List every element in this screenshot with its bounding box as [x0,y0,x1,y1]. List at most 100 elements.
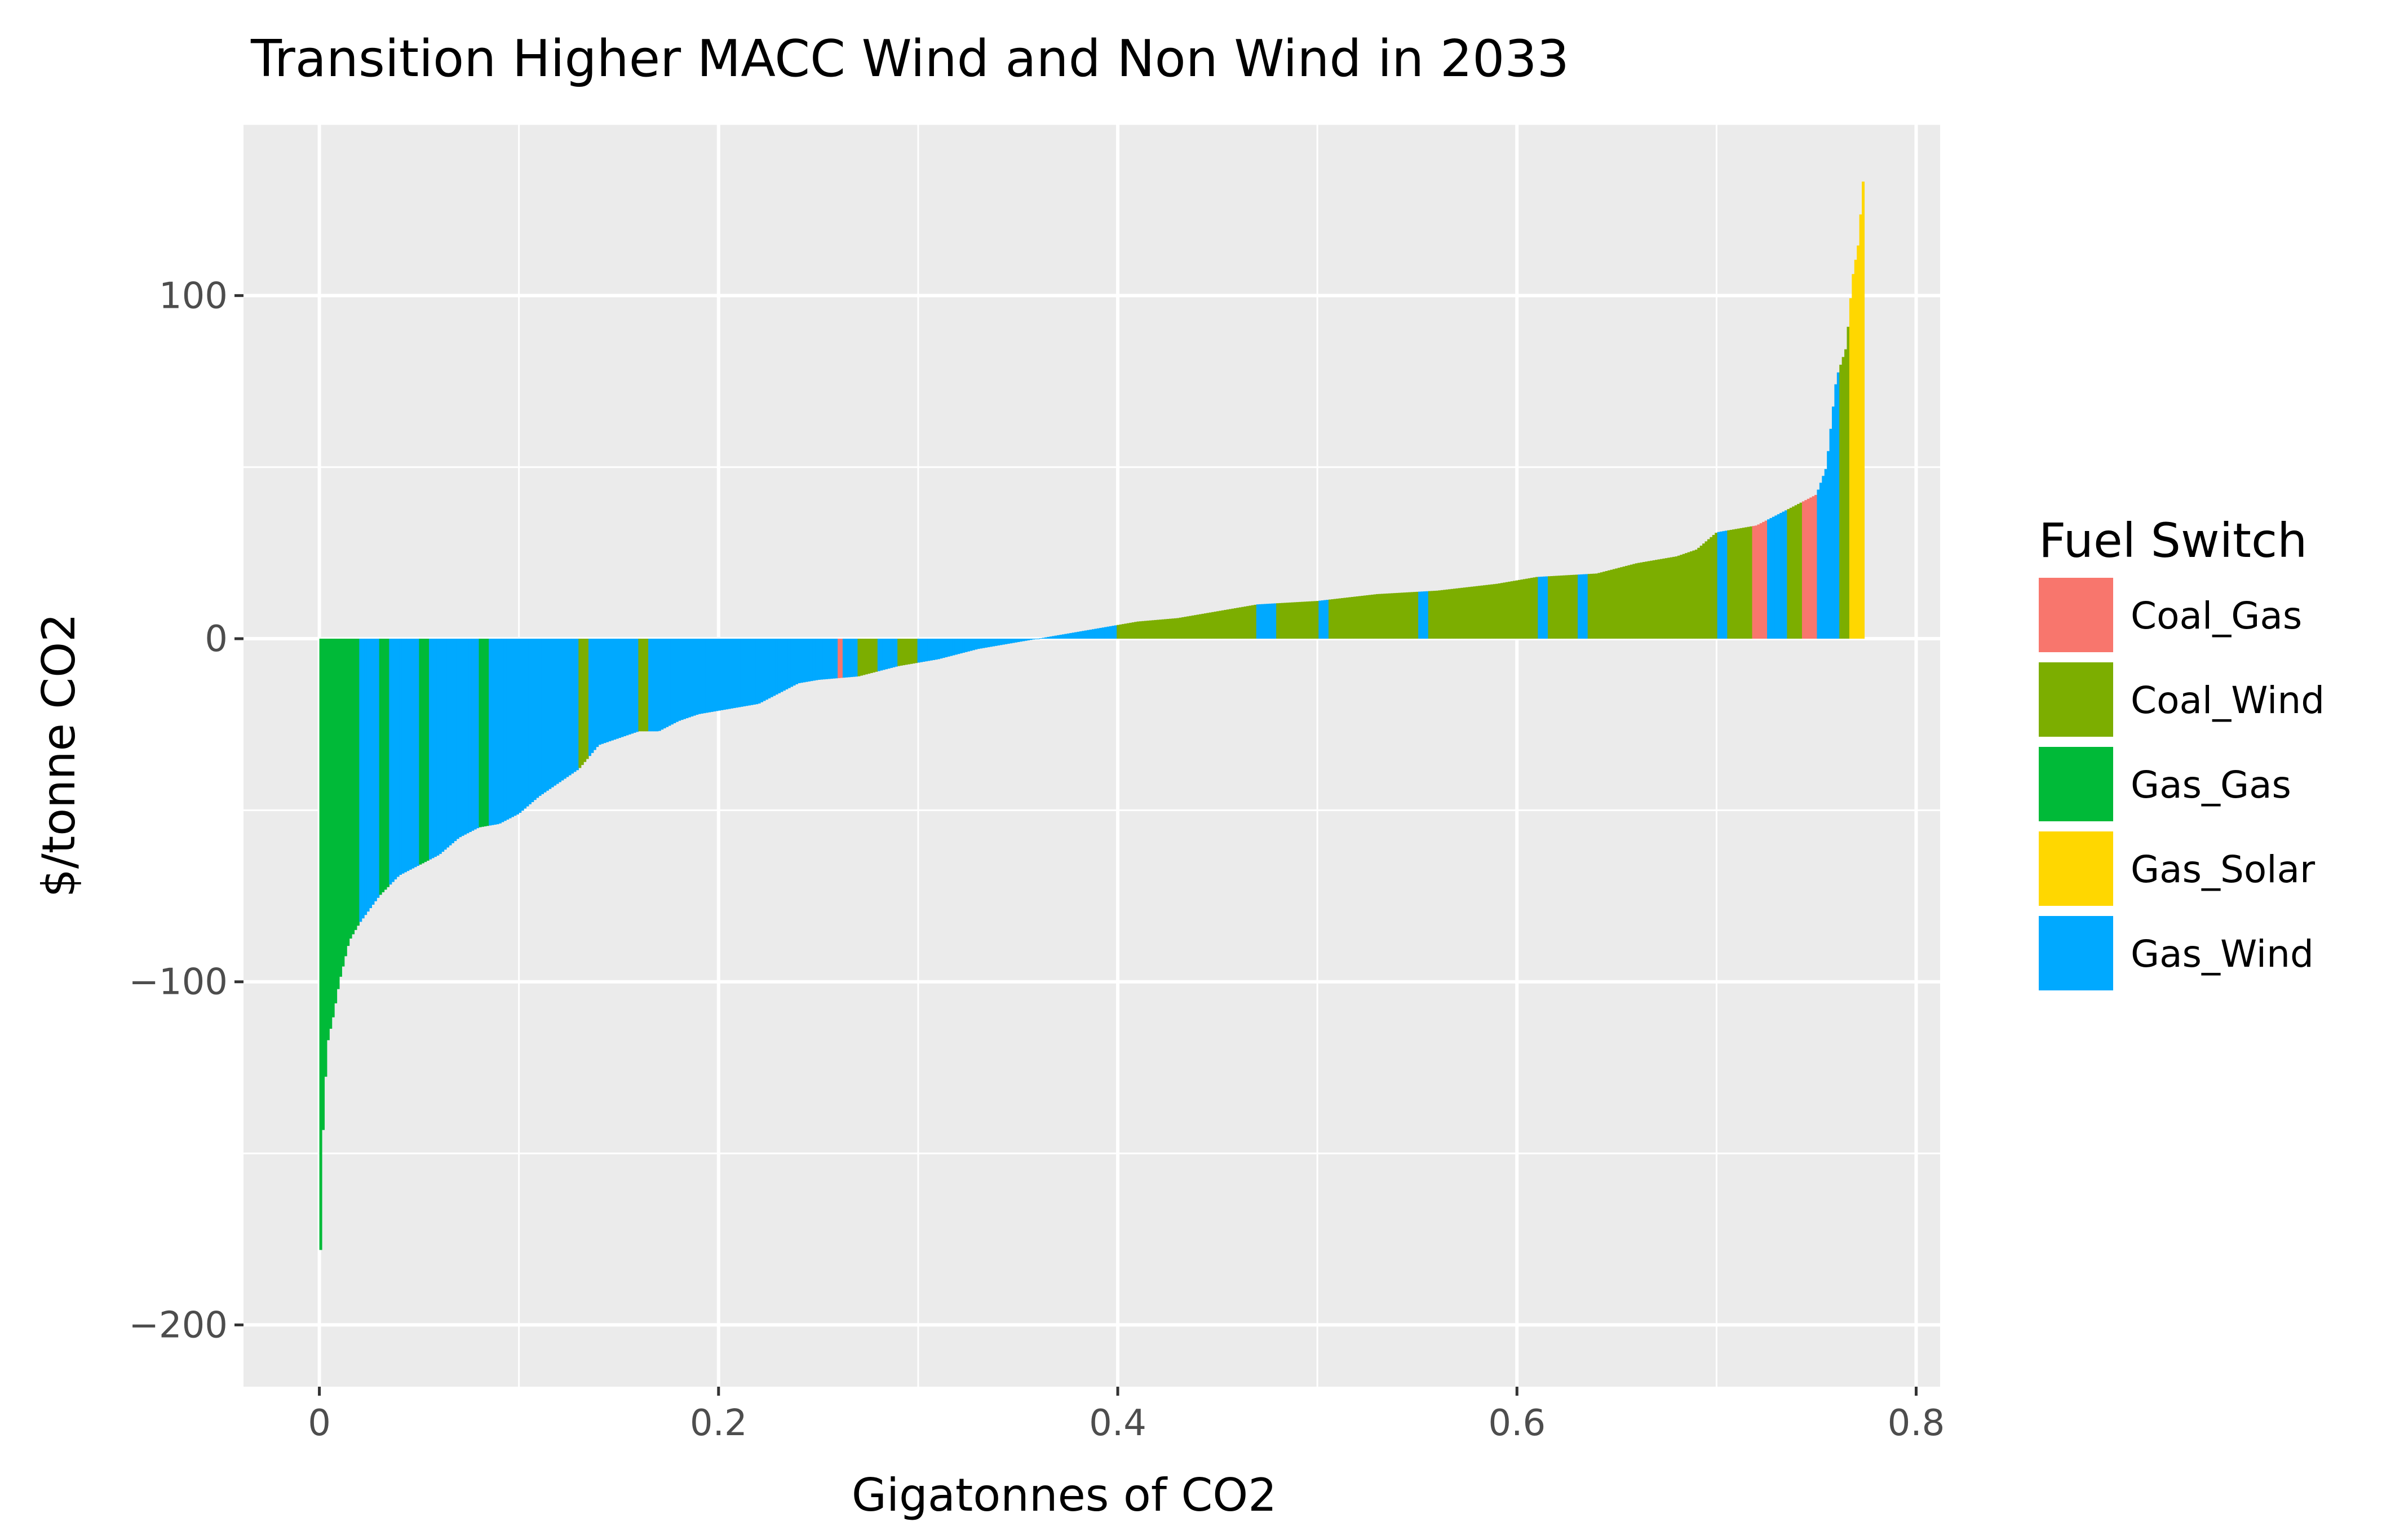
bar-gas-wind [451,639,454,843]
legend-title: Fuel Switch [2039,513,2307,568]
bar-gas-wind [1019,639,1022,642]
bar-gas-wind [623,639,626,737]
bar-gas-gas [334,639,338,1003]
bar-gas-wind [932,639,936,660]
x-axis-title: Gigatonnes of CO2 [852,1469,1277,1521]
bar-coal-wind [1448,589,1451,639]
bar-gas-wind [1266,604,1269,639]
bar-coal-wind [1254,604,1257,639]
bar-gas-wind [755,639,759,705]
bar-gas-wind [605,639,609,742]
bar-gas-wind [666,639,669,727]
bar-coal-wind [1154,619,1157,639]
bar-gas-wind [817,639,821,680]
bar-gas-wind [1039,638,1043,639]
bar-coal-wind [1144,621,1147,639]
bar-gas-wind [780,639,783,692]
bar-gas-wind [650,639,654,732]
bar-coal-wind [1667,557,1671,639]
bar-gas-gas [347,639,350,946]
bar-coal-wind [1662,558,1666,639]
bar-gas-wind [571,639,574,774]
bar-coal-wind [1351,597,1354,639]
bar-gas-wind [494,639,497,825]
bar-coal-wind [1680,555,1683,639]
grid-minor [244,123,1940,1387]
bar-coal-wind [1675,556,1678,639]
bar-gas-gas [337,639,340,989]
bar-coal-wind [1560,575,1564,639]
bar-coal-gas [1754,525,1757,639]
bar-gas-wind [433,639,437,857]
bar-coal-wind [1600,572,1603,639]
bar-coal-gas [840,639,843,678]
bar-coal-wind [1547,576,1551,639]
bar-gas-wind [473,639,477,830]
legend-swatch-gas-solar [2039,831,2113,906]
bar-coal-wind [1396,592,1399,639]
bar-coal-wind [1294,602,1297,639]
bar-gas-wind [827,639,831,679]
bar-coal-wind [1747,526,1750,639]
legend-label: Coal_Wind [2131,679,2325,722]
bar-coal-wind [1431,591,1434,639]
bar-gas-wind [436,639,440,856]
bar-coal-wind [1398,592,1401,639]
bar-gas-wind [994,639,998,646]
bar-coal-wind [1737,528,1740,639]
bar-coal-wind [1525,578,1529,639]
bar-gas-wind [895,639,898,667]
bar-coal-wind [1460,587,1464,639]
bar-gas-wind [743,639,746,707]
bar-gas-gas [426,639,430,861]
bar-coal-wind [1453,588,1456,639]
bar-coal-wind [1794,505,1798,639]
bar-gas-wind [1256,604,1259,639]
bar-coal-wind [1221,610,1224,639]
bar-gas-solar [1854,259,1857,639]
bar-gas-wind [945,639,948,657]
bar-coal-wind [1707,539,1710,639]
bar-coal-wind [1562,575,1566,639]
bar-coal-wind [640,639,644,732]
bar-gas-wind [521,639,524,811]
bar-gas-wind [519,639,522,813]
x-tick-label: 0.2 [690,1402,747,1444]
bar-coal-wind [1847,326,1850,639]
bar-coal-wind [1356,596,1359,639]
bar-coal-wind [1727,530,1730,639]
bar-gas-gas [324,639,327,1077]
bar-gas-wind [808,639,811,682]
bar-coal-wind [1480,585,1484,639]
bar-coal-wind [1587,574,1591,639]
bar-gas-wind [880,639,883,671]
bar-coal-wind [1535,577,1538,639]
bar-coal-wind [1640,562,1643,639]
bar-gas-wind [506,639,510,820]
y-axis: −200 −100 0 100 [129,275,244,1346]
bar-coal-wind [638,639,641,732]
bar-gas-wind [685,639,689,719]
bar-gas-wind [980,639,983,649]
bar-coal-wind [1388,593,1392,639]
bar-coal-wind [1475,586,1478,639]
bar-gas-wind [618,639,622,738]
bar-gas-wind [1066,633,1070,639]
legend-swatch-coal-wind [2039,662,2113,737]
bar-gas-wind [1042,638,1045,639]
bar-gas-wind [693,639,696,716]
bar-gas-wind [563,639,566,779]
bar-gas-wind [700,639,703,714]
bar-coal-gas [838,639,841,678]
bar-coal-wind [1149,620,1152,639]
bar-gas-wind [556,639,559,784]
bar-gas-wind [463,639,467,835]
bar-coal-wind [1508,581,1511,639]
bar-coal-wind [1333,599,1336,639]
bar-gas-wind [1069,633,1073,639]
bar-gas-wind [374,639,377,901]
bar-gas-wind [633,639,636,733]
bar-gas-wind [621,639,624,737]
bar-gas-wind [822,639,826,680]
bar-gas-wind [366,639,370,912]
